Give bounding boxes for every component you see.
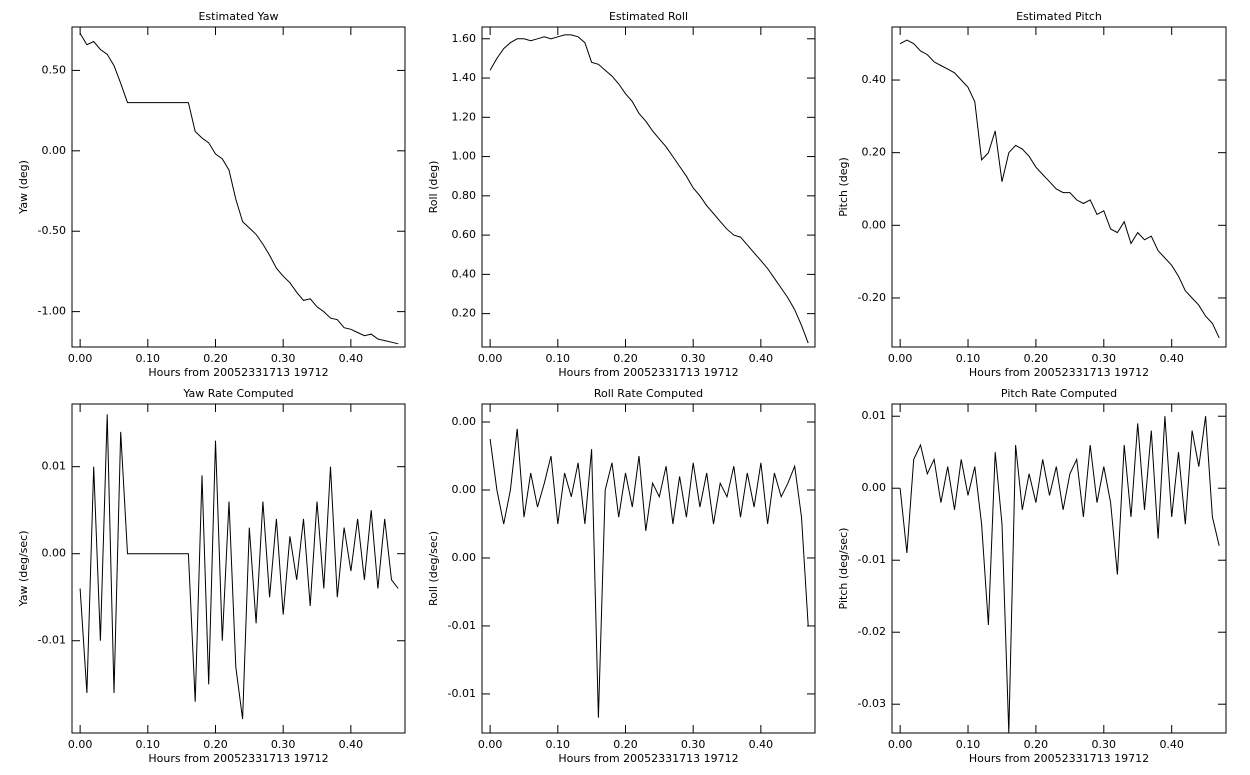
x-tick-label: 0.00 (888, 352, 913, 365)
y-axis-label: Pitch (deg/sec) (837, 528, 850, 610)
panel: Estimated Pitch Hours from 20052331713 19… (837, 10, 1227, 379)
panel-title: Yaw Rate Computed (182, 387, 293, 400)
y-tick-label: 1.60 (452, 32, 477, 45)
plot-frame (891, 26, 1227, 348)
x-tick-label: 0.00 (888, 738, 913, 751)
plot-frame (71, 26, 406, 348)
panel: Roll Rate Computed Hours from 20052331713… (427, 387, 816, 765)
x-tick-label: 0.30 (1092, 738, 1117, 751)
y-tick-label: -0.01 (448, 619, 476, 632)
y-tick-label: -1.00 (38, 305, 66, 318)
x-tick-label: 0.10 (136, 738, 161, 751)
data-line (899, 416, 1220, 734)
x-tick-label: 0.00 (68, 738, 93, 751)
panel: Yaw Rate Computed Hours from 20052331713 … (17, 387, 406, 765)
y-tick-label: 0.01 (42, 460, 67, 473)
x-tick-label: 0.40 (339, 352, 364, 365)
x-tick-label: 0.30 (271, 352, 296, 365)
y-tick-label: 0.00 (452, 483, 477, 496)
x-tick-label: 0.40 (1159, 738, 1184, 751)
x-tick-label: 0.10 (546, 738, 571, 751)
x-tick-label: 0.40 (339, 738, 364, 751)
y-axis-label: Roll (deg/sec) (427, 531, 440, 606)
plot-frame (481, 403, 816, 734)
panel-title: Pitch Rate Computed (1001, 387, 1117, 400)
panel-title: Estimated Yaw (198, 10, 278, 23)
y-tick-label: 0.00 (862, 481, 887, 494)
y-tick-label: 0.00 (862, 218, 887, 231)
x-tick-label: 0.20 (203, 352, 228, 365)
x-tick-label: 0.10 (956, 352, 981, 365)
x-tick-label: 0.00 (68, 352, 93, 365)
panel: Estimated Roll Hours from 20052331713 197… (427, 10, 816, 379)
panel: Estimated Yaw Hours from 20052331713 1971… (17, 10, 406, 379)
y-tick-label: 0.00 (452, 415, 477, 428)
y-tick-label: 1.20 (452, 110, 477, 123)
panel-title: Estimated Roll (609, 10, 688, 23)
x-axis-label: Hours from 20052331713 19712 (148, 366, 328, 379)
x-tick-label: 0.20 (1024, 738, 1049, 751)
y-tick-label: 1.40 (452, 71, 477, 84)
x-tick-label: 0.00 (478, 738, 503, 751)
plot-frame (481, 26, 816, 348)
x-tick-label: 0.10 (546, 352, 571, 365)
y-tick-label: -0.01 (38, 634, 66, 647)
x-tick-label: 0.20 (1024, 352, 1049, 365)
x-tick-label: 0.10 (136, 352, 161, 365)
y-axis-label: Yaw (deg/sec) (17, 530, 30, 607)
y-tick-label: 0.40 (452, 267, 477, 280)
panel-title: Estimated Pitch (1016, 10, 1102, 23)
plot-frame (71, 403, 406, 734)
y-tick-label: 0.80 (452, 189, 477, 202)
y-tick-label: -0.20 (858, 291, 886, 304)
y-tick-label: 0.01 (862, 409, 887, 422)
x-tick-label: 0.40 (749, 352, 774, 365)
y-tick-label: 1.00 (452, 150, 477, 163)
x-tick-label: 0.30 (681, 352, 706, 365)
y-tick-label: -0.01 (448, 687, 476, 700)
x-tick-label: 0.40 (1159, 352, 1184, 365)
x-axis-label: Hours from 20052331713 19712 (558, 366, 738, 379)
data-line (489, 428, 809, 718)
x-tick-label: 0.30 (1092, 352, 1117, 365)
y-tick-label: 0.00 (42, 547, 67, 560)
plot-frame (891, 403, 1227, 734)
y-axis-label: Pitch (deg) (837, 157, 850, 217)
x-axis-label: Hours from 20052331713 19712 (558, 752, 738, 765)
x-tick-label: 0.30 (681, 738, 706, 751)
data-line (79, 414, 399, 720)
y-axis-label: Yaw (deg) (17, 160, 30, 215)
y-tick-label: 0.50 (42, 63, 67, 76)
y-tick-label: 0.60 (452, 228, 477, 241)
data-line (899, 39, 1220, 339)
y-tick-label: 0.20 (452, 307, 477, 320)
x-axis-label: Hours from 20052331713 19712 (969, 366, 1149, 379)
y-tick-label: -0.50 (38, 224, 66, 237)
x-tick-label: 0.40 (749, 738, 774, 751)
x-tick-label: 0.20 (613, 352, 638, 365)
y-tick-label: -0.03 (858, 697, 886, 710)
panel-title: Roll Rate Computed (594, 387, 703, 400)
x-tick-label: 0.00 (478, 352, 503, 365)
y-tick-label: 0.00 (42, 144, 67, 157)
y-tick-label: 0.20 (862, 146, 887, 159)
y-tick-label: -0.01 (858, 553, 886, 566)
x-tick-label: 0.30 (271, 738, 296, 751)
x-axis-label: Hours from 20052331713 19712 (148, 752, 328, 765)
y-axis-label: Roll (deg) (427, 161, 440, 214)
x-tick-label: 0.20 (613, 738, 638, 751)
y-tick-label: 0.00 (452, 551, 477, 564)
x-tick-label: 0.20 (203, 738, 228, 751)
panel: Pitch Rate Computed Hours from 2005233171… (837, 387, 1227, 765)
data-line (79, 33, 399, 345)
x-tick-label: 0.10 (956, 738, 981, 751)
data-line (489, 34, 809, 344)
x-axis-label: Hours from 20052331713 19712 (969, 752, 1149, 765)
y-tick-label: -0.02 (858, 625, 886, 638)
y-tick-label: 0.40 (862, 73, 887, 86)
